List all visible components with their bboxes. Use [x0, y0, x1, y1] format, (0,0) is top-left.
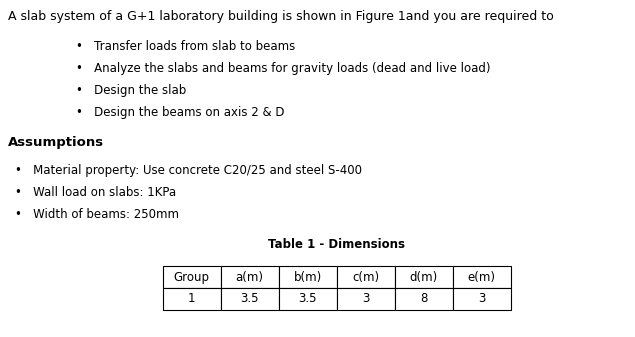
Text: b(m): b(m) [293, 271, 322, 283]
Text: •   Transfer loads from slab to beams: • Transfer loads from slab to beams [76, 40, 295, 53]
Text: c(m): c(m) [352, 271, 379, 283]
Bar [279, 266, 337, 288]
Text: •   Design the slab: • Design the slab [76, 84, 186, 97]
Bar [220, 288, 279, 310]
Text: Table 1 - Dimensions: Table 1 - Dimensions [268, 238, 405, 251]
Bar [337, 266, 394, 288]
Text: 8: 8 [420, 293, 427, 306]
Bar [394, 288, 453, 310]
Text: •   Width of beams: 250mm: • Width of beams: 250mm [15, 208, 179, 221]
Text: 3.5: 3.5 [298, 293, 317, 306]
Bar [163, 288, 220, 310]
Bar [279, 288, 337, 310]
Text: Group: Group [173, 271, 210, 283]
Text: 3: 3 [478, 293, 485, 306]
Bar [394, 266, 453, 288]
Bar [163, 266, 220, 288]
Text: 3.5: 3.5 [240, 293, 259, 306]
Bar [220, 266, 279, 288]
Bar [337, 288, 394, 310]
Text: •   Analyze the slabs and beams for gravity loads (dead and live load): • Analyze the slabs and beams for gravit… [76, 62, 490, 75]
Bar [453, 288, 511, 310]
Text: Assumptions: Assumptions [8, 136, 104, 149]
Text: e(m): e(m) [467, 271, 495, 283]
Text: •   Material property: Use concrete C20/25 and steel S-400: • Material property: Use concrete C20/25… [15, 164, 362, 177]
Text: •   Wall load on slabs: 1KPa: • Wall load on slabs: 1KPa [15, 186, 176, 199]
Text: A slab system of a G+1 laboratory building is shown in Figure 1and you are requi: A slab system of a G+1 laboratory buildi… [8, 10, 554, 23]
Text: 3: 3 [362, 293, 369, 306]
Text: 1: 1 [188, 293, 196, 306]
Bar [453, 266, 511, 288]
Text: d(m): d(m) [410, 271, 438, 283]
Text: a(m): a(m) [236, 271, 264, 283]
Text: •   Design the beams on axis 2 & D: • Design the beams on axis 2 & D [76, 106, 284, 119]
